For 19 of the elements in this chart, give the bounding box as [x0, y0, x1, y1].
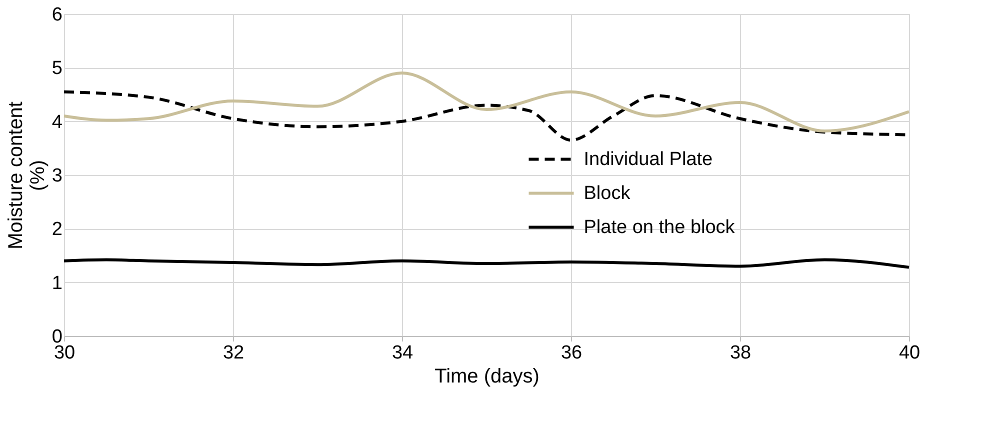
x-axis-title: Time (days) — [434, 366, 540, 388]
legend-label: Individual Plate — [584, 149, 713, 170]
x-tick-label: 38 — [730, 342, 752, 364]
x-tick-label: 32 — [222, 342, 244, 364]
y-tick-label: 6 — [52, 4, 62, 26]
y-tick-label: 2 — [52, 219, 62, 240]
x-tick-label: 36 — [560, 342, 582, 364]
legend-label: Block — [584, 183, 631, 204]
y-tick-label: 5 — [52, 58, 62, 80]
x-tick-label: 30 — [54, 342, 76, 364]
line-series — [62, 72, 910, 132]
y-tick-label: 3 — [52, 166, 62, 186]
y-tick-label: 1 — [52, 272, 62, 294]
x-tick-label: 34 — [392, 342, 414, 364]
line-series — [62, 258, 910, 269]
y-tick-label: 4 — [52, 112, 63, 133]
y-axis-title: Moisture content (%) — [4, 101, 49, 250]
legend-label: Plate on the block — [584, 217, 736, 238]
x-tick-label: 40 — [898, 342, 920, 364]
